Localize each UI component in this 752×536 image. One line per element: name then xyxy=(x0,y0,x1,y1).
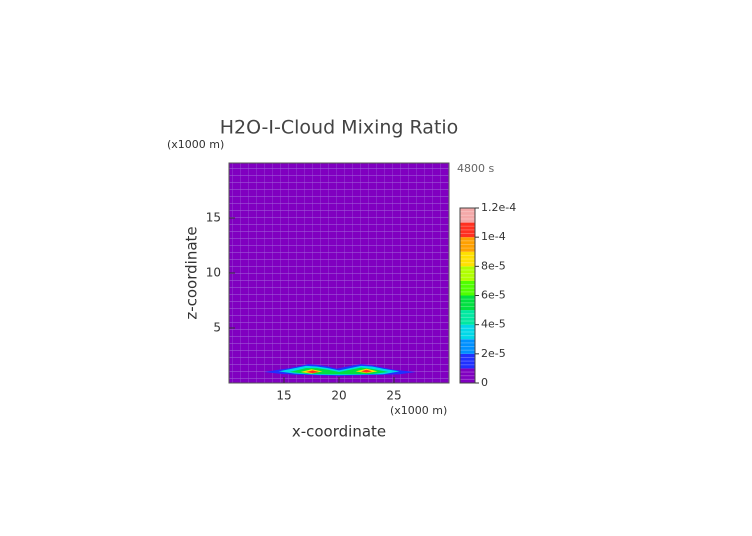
colorbar-bin xyxy=(460,310,475,325)
colorbar-tick-label: 1e-4 xyxy=(481,230,506,243)
colorbar-tick-label: 6e-5 xyxy=(481,289,506,302)
field-texture xyxy=(229,163,449,383)
colorbar-bin xyxy=(460,324,475,340)
x-tick-label: 20 xyxy=(331,389,346,403)
colorbar-bin xyxy=(460,266,475,281)
colorbar-bin xyxy=(460,208,475,223)
x-axis-label: x-coordinate xyxy=(292,423,386,441)
y-tick-label: 15 xyxy=(206,211,221,225)
colorbar-tick-label: 4e-5 xyxy=(481,318,506,331)
colorbar-bin xyxy=(460,295,475,311)
colorbar-bin xyxy=(460,251,475,267)
chart-title: H2O-I-Cloud Mixing Ratio xyxy=(220,117,459,139)
colorbar-bin xyxy=(460,222,475,238)
contour-region xyxy=(306,370,320,374)
x-tick-label: 25 xyxy=(386,389,401,403)
colorbar-tick-label: 2e-5 xyxy=(481,347,506,360)
colorbar-tick-label: 8e-5 xyxy=(481,259,506,272)
colorbar-bin xyxy=(460,353,475,369)
colorbar-tick-label: 0 xyxy=(481,376,488,389)
colorbar-bin xyxy=(460,280,475,296)
colorbar-bin xyxy=(460,368,475,383)
y-tick-label: 5 xyxy=(213,321,221,335)
x-tick-label: 15 xyxy=(276,389,291,403)
y-unit: (x1000 m) xyxy=(167,138,224,151)
colorbar-bin xyxy=(460,339,475,354)
colorbar: 0 2e-5 4e-5 6e-5 8e-5 1e-4 1.2e-4 xyxy=(459,201,516,389)
colorbar-bin xyxy=(460,237,475,252)
x-unit: (x1000 m) xyxy=(390,404,447,417)
plot-area xyxy=(228,162,450,384)
contour-region xyxy=(361,369,372,373)
time-label: 4800 s xyxy=(457,162,494,175)
y-tick-label: 10 xyxy=(206,266,221,280)
y-axis-label: z-coordinate xyxy=(183,226,201,319)
colorbar-tick-label: 1.2e-4 xyxy=(481,201,516,214)
